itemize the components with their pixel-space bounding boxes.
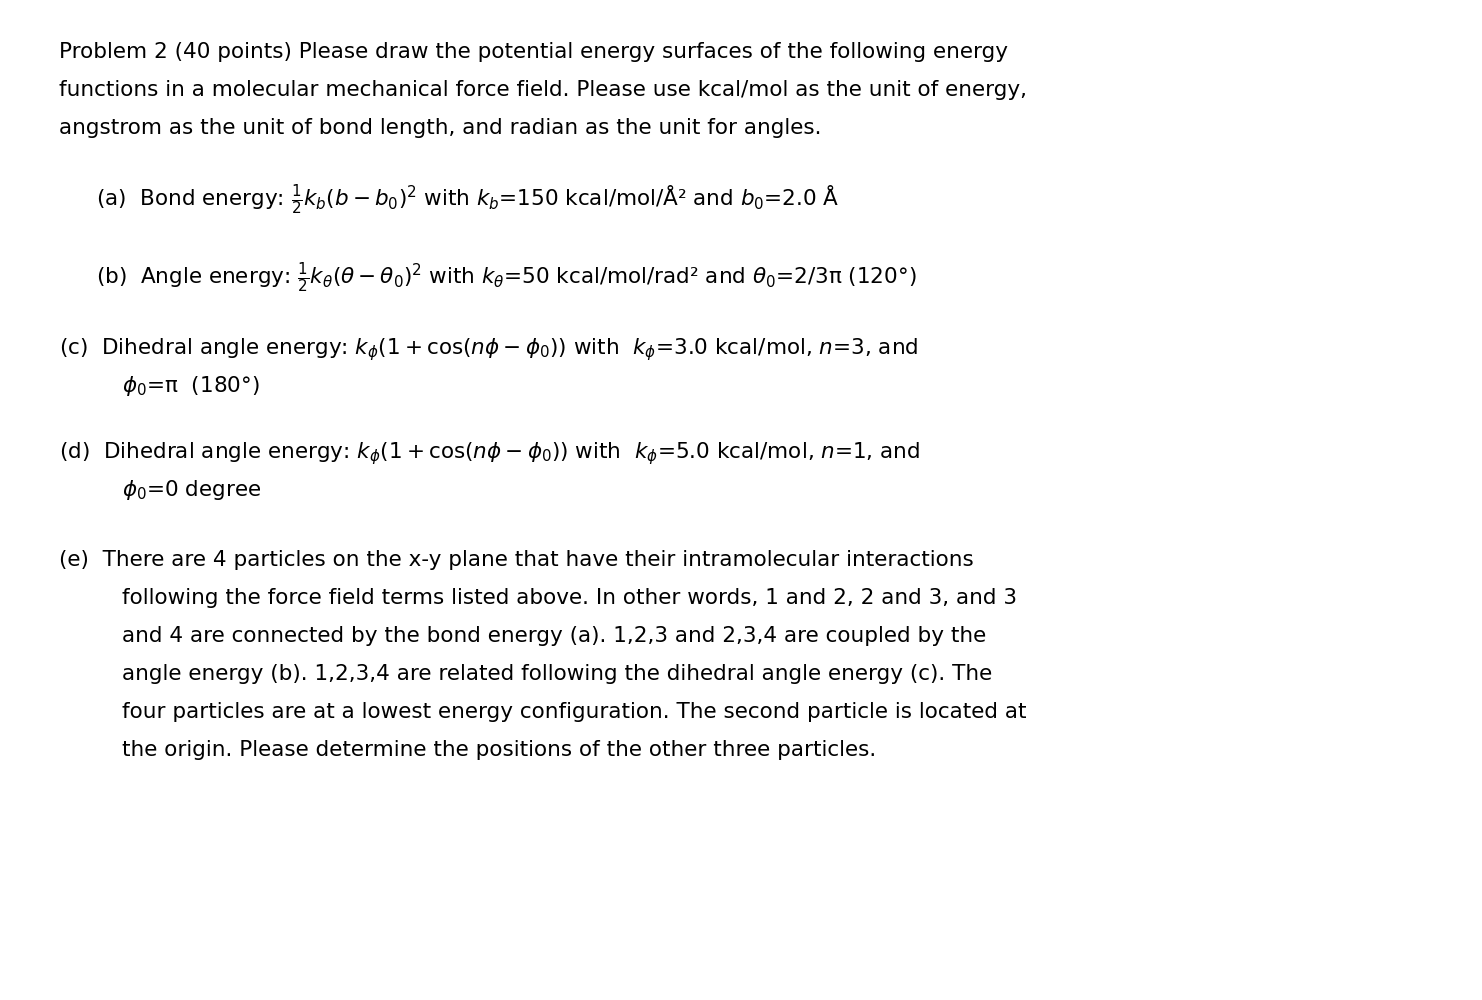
Text: angstrom as the unit of bond length, and radian as the unit for angles.: angstrom as the unit of bond length, and… bbox=[59, 118, 823, 138]
Text: following the force field terms listed above. In other words, 1 and 2, 2 and 3, : following the force field terms listed a… bbox=[122, 588, 1017, 608]
Text: (c)  Dihedral angle energy: $k_\phi(1 + \cos(n\phi - \phi_0))$ with  $k_\phi$=3.: (c) Dihedral angle energy: $k_\phi(1 + \… bbox=[59, 336, 919, 363]
Text: the origin. Please determine the positions of the other three particles.: the origin. Please determine the positio… bbox=[122, 740, 876, 760]
Text: $\phi_0$=0 degree: $\phi_0$=0 degree bbox=[122, 478, 261, 502]
Text: (d)  Dihedral angle energy: $k_\phi(1 + \cos(n\phi - \phi_0))$ with  $k_\phi$=5.: (d) Dihedral angle energy: $k_\phi(1 + \… bbox=[59, 440, 920, 467]
Text: $\phi_0$=π  (180°): $\phi_0$=π (180°) bbox=[122, 374, 259, 398]
Text: (a)  Bond energy: $\frac{1}{2}k_b(b - b_0)^2$ with $k_b$=150 kcal/mol/Å² and $b_: (a) Bond energy: $\frac{1}{2}k_b(b - b_0… bbox=[96, 182, 840, 217]
Text: (e)  There are 4 particles on the x-y plane that have their intramolecular inter: (e) There are 4 particles on the x-y pla… bbox=[59, 550, 974, 570]
Text: functions in a molecular mechanical force field. Please use kcal/mol as the unit: functions in a molecular mechanical forc… bbox=[59, 80, 1027, 100]
Text: four particles are at a lowest energy configuration. The second particle is loca: four particles are at a lowest energy co… bbox=[122, 702, 1026, 722]
Text: and 4 are connected by the bond energy (a). 1,2,3 and 2,3,4 are coupled by the: and 4 are connected by the bond energy (… bbox=[122, 626, 986, 646]
Text: (b)  Angle energy: $\frac{1}{2}k_\theta(\theta - \theta_0)^2$ with $k_\theta$=50: (b) Angle energy: $\frac{1}{2}k_\theta(\… bbox=[96, 260, 917, 295]
Text: Problem 2 (40 points) Please draw the potential energy surfaces of the following: Problem 2 (40 points) Please draw the po… bbox=[59, 42, 1008, 62]
Text: angle energy (b). 1,2,3,4 are related following the dihedral angle energy (c). T: angle energy (b). 1,2,3,4 are related fo… bbox=[122, 664, 991, 684]
